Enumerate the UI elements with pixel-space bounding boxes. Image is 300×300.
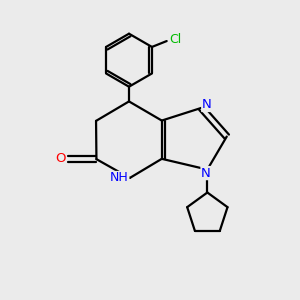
Text: NH: NH — [110, 172, 129, 184]
Text: N: N — [201, 167, 211, 180]
Text: Cl: Cl — [169, 33, 181, 46]
Text: N: N — [202, 98, 211, 112]
Text: O: O — [55, 152, 65, 165]
